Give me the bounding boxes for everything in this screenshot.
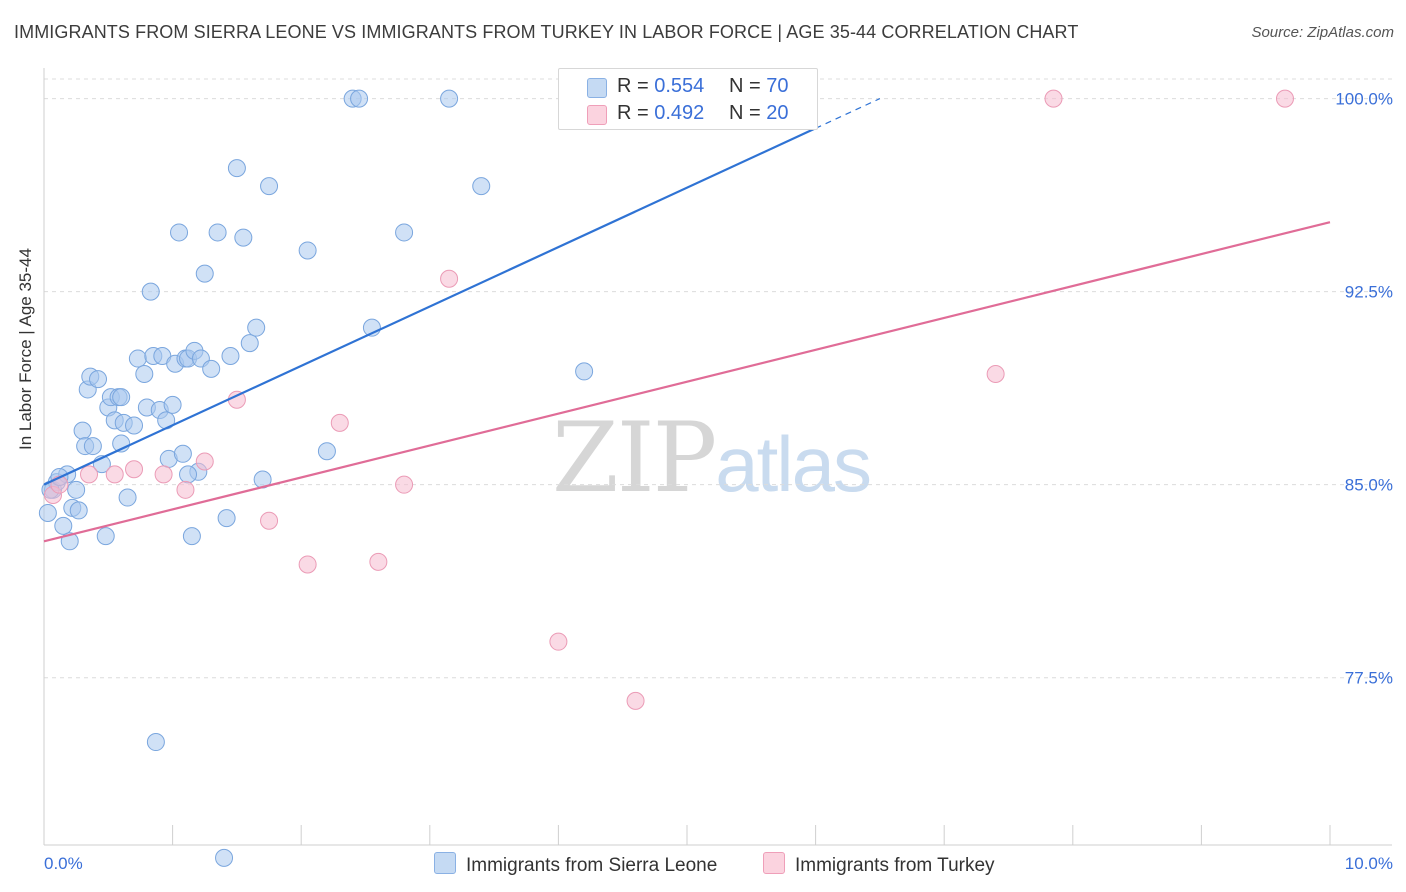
point-sierra-leone: [67, 480, 86, 499]
x-tick-label: 0.0%: [44, 854, 83, 873]
point-turkey: [626, 691, 645, 710]
point-sierra-leone: [135, 365, 154, 383]
bottom-legend-swatch-pink: [763, 852, 785, 874]
point-sierra-leone: [472, 177, 491, 196]
point-sierra-leone: [395, 223, 414, 242]
watermark-zip: ZIP: [552, 402, 717, 514]
watermark: ZIPatlas: [552, 402, 872, 514]
trend-line-turkey: [43, 221, 1331, 543]
point-sierra-leone: [221, 346, 240, 365]
point-sierra-leone: [298, 241, 317, 260]
point-sierra-leone: [317, 442, 336, 461]
trend-line-sierra-leone: [43, 127, 817, 486]
y-tick-label: 92.5%: [1345, 283, 1393, 302]
point-sierra-leone: [128, 349, 147, 368]
point-sierra-leone: [575, 362, 594, 381]
bottom-legend-label: Immigrants from Sierra Leone: [466, 855, 718, 876]
point-sierra-leone: [73, 421, 92, 440]
point-turkey: [1275, 89, 1294, 108]
point-sierra-leone: [227, 159, 246, 178]
point-turkey: [440, 269, 459, 288]
x-tick-label: 10.0%: [1345, 854, 1393, 873]
point-sierra-leone: [217, 509, 236, 528]
point-sierra-leone: [125, 416, 144, 435]
point-sierra-leone: [163, 395, 182, 414]
point-sierra-leone: [112, 388, 131, 407]
point-turkey: [369, 552, 388, 571]
legend-swatch-pink: [587, 105, 607, 125]
point-sierra-leone: [234, 228, 253, 247]
point-sierra-leone: [208, 223, 227, 242]
legend-r-label: R =: [617, 102, 655, 124]
legend-n-value: 70: [766, 75, 789, 97]
point-sierra-leone: [146, 733, 165, 752]
point-turkey: [105, 465, 124, 484]
point-sierra-leone: [96, 527, 115, 546]
correlation-legend: R = 0.554 N = 70 R = 0.492 N = 20: [558, 68, 818, 130]
source-label: Source: ZipAtlas.com: [1251, 24, 1394, 41]
legend-r-value: 0.554: [654, 75, 705, 97]
watermark-atlas: atlas: [715, 420, 872, 508]
point-sierra-leone: [440, 89, 459, 108]
point-sierra-leone: [247, 318, 266, 337]
point-turkey: [125, 460, 144, 479]
legend-r-value: 0.492: [654, 102, 705, 124]
bottom-legend-sierra-leone: Immigrants from Sierra Leone: [434, 852, 717, 877]
point-sierra-leone: [141, 282, 160, 301]
point-turkey: [1044, 89, 1063, 108]
y-axis-label: In Labor Force | Age 35-44: [16, 248, 35, 450]
point-turkey: [176, 480, 195, 499]
point-turkey: [154, 465, 173, 484]
point-turkey: [549, 632, 568, 651]
point-sierra-leone: [182, 527, 201, 546]
point-turkey: [260, 511, 279, 530]
legend-r-label: R =: [617, 75, 655, 97]
point-turkey: [395, 475, 414, 494]
point-sierra-leone: [170, 223, 189, 242]
legend-n-value: 20: [766, 102, 789, 124]
point-sierra-leone: [38, 503, 57, 522]
point-sierra-leone: [215, 848, 234, 867]
point-sierra-leone: [195, 264, 214, 283]
y-tick-label: 85.0%: [1345, 476, 1393, 495]
point-turkey: [80, 465, 99, 484]
bottom-legend-swatch-blue: [434, 852, 456, 874]
point-sierra-leone: [240, 334, 259, 353]
point-sierra-leone: [350, 89, 369, 108]
point-turkey: [986, 365, 1005, 383]
legend-swatch-blue: [587, 78, 607, 98]
bottom-legend-turkey: Immigrants from Turkey: [763, 852, 995, 877]
trend-line-sierra-leone-extension: [815, 98, 881, 129]
bottom-legend-label: Immigrants from Turkey: [795, 855, 995, 876]
point-sierra-leone: [179, 465, 198, 484]
point-turkey: [298, 555, 317, 574]
legend-n-label: N =: [729, 75, 767, 97]
legend-n-label: N =: [729, 102, 767, 124]
point-sierra-leone: [260, 177, 279, 196]
point-turkey: [330, 413, 349, 432]
point-sierra-leone: [54, 516, 73, 535]
point-sierra-leone: [69, 501, 88, 520]
y-tick-label: 100.0%: [1335, 90, 1393, 109]
point-sierra-leone: [202, 359, 221, 378]
point-sierra-leone: [118, 488, 137, 507]
point-sierra-leone: [173, 444, 192, 463]
point-turkey: [195, 452, 214, 471]
y-tick-label: 77.5%: [1345, 669, 1393, 688]
point-sierra-leone: [83, 437, 102, 456]
chart-title: IMMIGRANTS FROM SIERRA LEONE VS IMMIGRAN…: [14, 22, 1079, 42]
point-sierra-leone: [89, 370, 108, 389]
